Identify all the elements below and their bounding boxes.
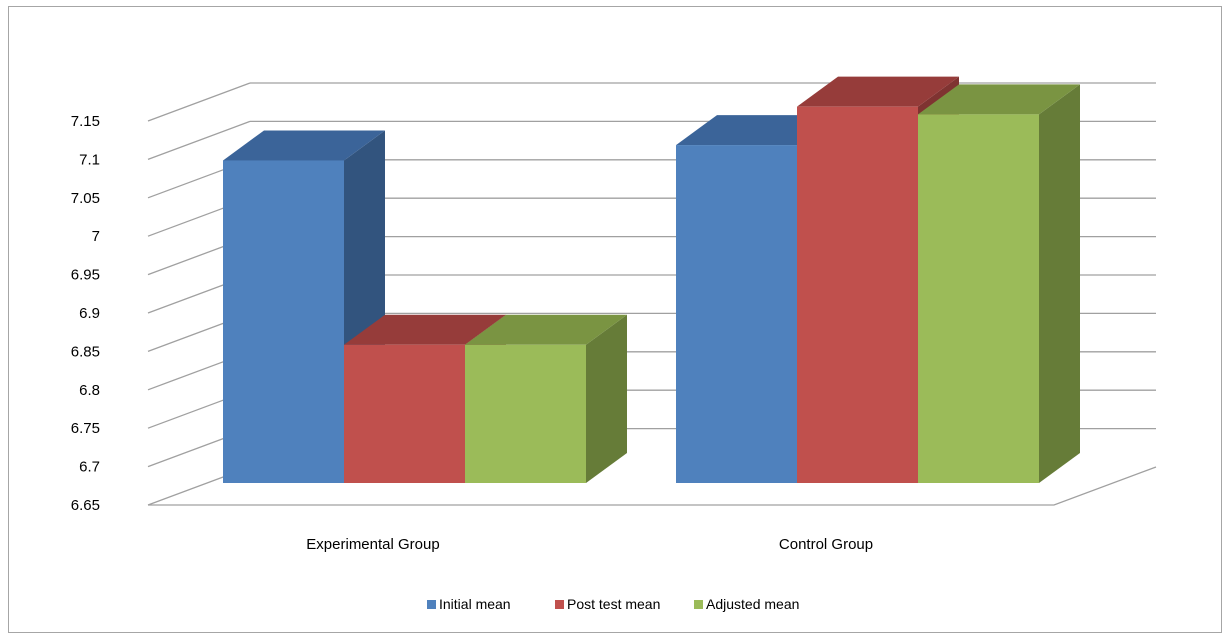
y-tick-label: 6.85 [71,343,100,360]
side-gridline [147,82,251,122]
y-tick-label: 6.95 [71,267,100,284]
bar-top-face [344,314,506,345]
bars-layer [223,76,1080,484]
legend-label: Adjusted mean [706,596,799,612]
y-tick-label: 7.05 [71,190,100,207]
side-gridline [147,120,251,161]
bar-top-face [918,84,1080,115]
legend-label: Initial mean [439,596,511,612]
bar [465,314,627,483]
y-tick-label: 6.75 [71,420,100,437]
bar-front-face [465,344,586,483]
y-tick-label: 7 [92,228,100,245]
bar-front-face [797,106,918,484]
floor-outline [148,466,1157,506]
bar-top-face [797,76,959,107]
bar-top-face [223,130,385,161]
legend-swatch [427,600,436,609]
y-tick-label: 6.65 [71,497,100,514]
x-category-label: Control Group [779,536,873,553]
legend-swatch [694,600,703,609]
y-tick-label: 7.15 [71,113,100,130]
bar-front-face [344,344,465,483]
legend-swatch [555,600,564,609]
y-axis-tick-labels: 6.65 6.7 6.75 6.8 6.85 6.9 6.95 7 7.05 7.1 7.15 [71,113,100,514]
bar-front-face [676,145,797,483]
legend-label: Post test mean [567,596,660,612]
y-tick-label: 6.7 [79,459,100,476]
bar-side-face [586,314,627,483]
legend: Initial mean Post test mean Adjusted mean [427,596,799,612]
y-tick-label: 6.8 [79,382,100,399]
x-category-label: Experimental Group [306,536,439,553]
y-tick-label: 7.1 [79,151,100,168]
bar [918,84,1080,484]
bar [223,130,385,483]
bar-top-face [465,314,627,345]
bar-side-face [1039,84,1080,484]
x-axis-category-labels: Experimental Group Control Group [306,536,873,553]
y-tick-label: 6.9 [79,305,100,322]
bar-front-face [223,160,344,483]
bar-front-face [918,114,1039,484]
